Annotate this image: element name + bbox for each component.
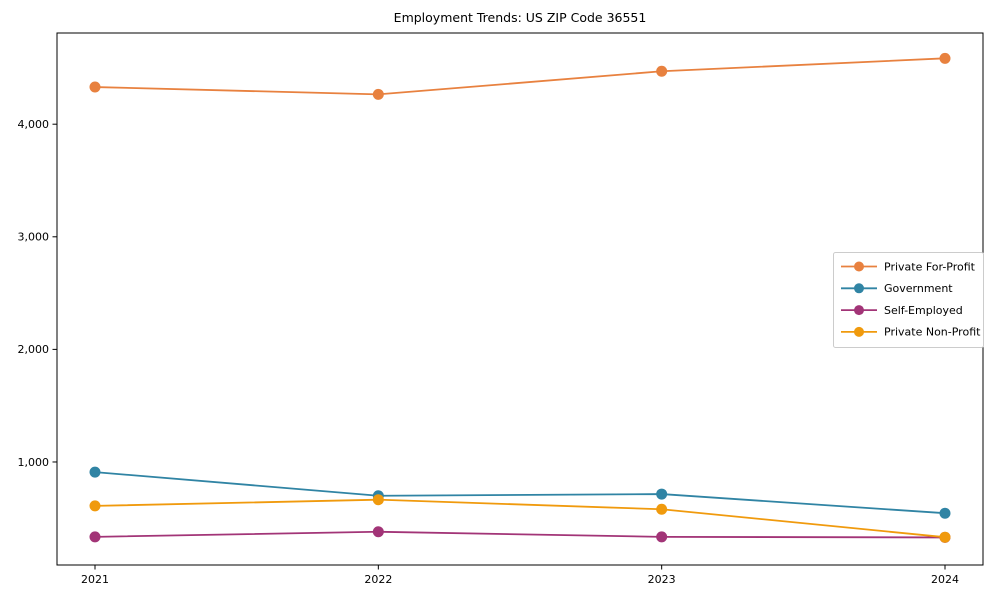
data-point-marker <box>656 531 668 543</box>
data-point-marker <box>656 65 668 77</box>
data-point-marker <box>939 531 951 543</box>
legend-marker <box>854 283 864 294</box>
data-point-marker <box>89 81 101 93</box>
x-tick-label: 2022 <box>364 573 392 586</box>
x-tick-label: 2024 <box>931 573 959 586</box>
y-tick-label: 1,000 <box>18 456 50 469</box>
data-point-marker <box>939 52 951 64</box>
data-point-marker <box>89 500 101 512</box>
legend-marker <box>854 305 864 316</box>
y-tick-label: 2,000 <box>18 343 50 356</box>
x-tick-label: 2023 <box>648 573 676 586</box>
data-point-marker <box>939 507 951 519</box>
x-tick-label: 2021 <box>81 573 109 586</box>
data-point-marker <box>89 466 101 478</box>
series-line <box>94 471 946 515</box>
data-point-marker <box>656 503 668 515</box>
legend-entry-label: Private Non-Profit <box>884 326 981 339</box>
data-point-marker <box>372 526 384 538</box>
chart-title: Employment Trends: US ZIP Code 36551 <box>394 10 647 25</box>
series-line <box>94 57 946 96</box>
data-point-marker <box>89 531 101 543</box>
legend-marker <box>854 261 864 272</box>
legend-entry-label: Government <box>884 282 953 295</box>
legend-entry-label: Private For-Profit <box>884 260 976 273</box>
y-tick-label: 4,000 <box>18 118 50 131</box>
data-point-marker <box>656 488 668 500</box>
y-tick-label: 3,000 <box>18 231 50 244</box>
legend-box <box>833 252 984 348</box>
data-point-marker <box>372 88 384 100</box>
legend-marker <box>854 326 864 337</box>
series-line <box>94 498 946 539</box>
data-point-marker <box>372 494 384 506</box>
legend-entry-label: Self-Employed <box>884 304 963 317</box>
series-line <box>94 530 946 539</box>
